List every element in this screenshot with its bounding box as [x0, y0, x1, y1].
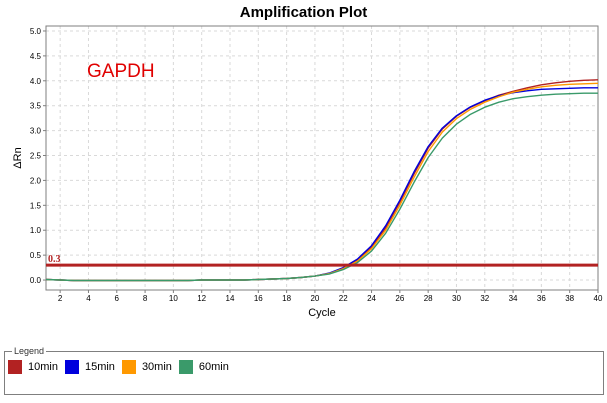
y-tick-label: 3.5 [30, 102, 42, 111]
x-tick-label: 10 [169, 294, 178, 303]
x-tick-label: 36 [537, 294, 546, 303]
y-tick-label: 4.5 [30, 52, 42, 61]
threshold-label: 0.3 [48, 254, 61, 265]
y-tick-label: 5.0 [30, 27, 42, 36]
x-tick-labels: 2 4 6 8 10 12 14 16 18 20 22 24 26 28 30 32 34 36 38 40 [58, 290, 603, 303]
legend-item-30min[interactable]: 30min [121, 360, 172, 374]
legend-label: 10min [28, 361, 58, 373]
x-tick-label: 6 [115, 294, 120, 303]
y-axis-label: ΔRn [12, 147, 24, 168]
y-tick-labels: 0.0 0.5 1.0 1.5 2.0 2.5 3.0 3.5 4.0 4.5 5.0 [30, 27, 46, 285]
plot-frame [45, 25, 599, 291]
x-tick-label: 16 [254, 294, 263, 303]
amplification-plot: 0.00.51.01.52.02.53.03.54.04.55.0 2 4 6 8 10… [12, 25, 603, 319]
legend-items: 10min 15min 30min 60min [8, 360, 236, 374]
grid-lines [46, 26, 599, 290]
legend-label: 15min [84, 361, 115, 373]
x-tick-label: 32 [480, 294, 489, 303]
x-tick-label: 4 [86, 294, 91, 303]
legend-label: 30min [141, 361, 172, 373]
x-tick-label: 38 [565, 294, 574, 303]
series-line-15min [45, 87, 598, 282]
legend-item-10min[interactable]: 10min [8, 360, 58, 374]
legend-item-60min[interactable]: 60min [178, 360, 229, 374]
y-tick-label: 0.0 [30, 276, 42, 285]
x-tick-label: 14 [226, 294, 235, 303]
y-tick-label: 0.5 [30, 251, 42, 260]
y-tick-label: 4.0 [30, 77, 42, 86]
x-tick-label: 26 [395, 294, 404, 303]
x-tick-label: 40 [594, 294, 603, 303]
x-tick-label: 20 [310, 294, 319, 303]
x-tick-label: 8 [143, 294, 148, 303]
x-tick-label: 12 [197, 294, 206, 303]
y-tick-label: 2.5 [30, 152, 42, 161]
legend-swatch [121, 360, 136, 374]
y-tick-label: 1.0 [30, 226, 42, 235]
series-line-30min [45, 82, 599, 282]
legend-item-15min[interactable]: 15min [64, 360, 115, 374]
legend-swatch [8, 360, 22, 374]
x-tick-label: 2 [58, 294, 63, 303]
x-tick-label: 18 [282, 294, 291, 303]
y-tick-label: 3.0 [30, 127, 42, 136]
y-tick-label: 2.0 [30, 176, 42, 185]
legend-swatch [64, 360, 79, 374]
legend-title: Legend [12, 345, 47, 357]
x-tick-label: 22 [339, 294, 348, 303]
x-tick-label: 30 [452, 294, 461, 303]
x-tick-label: 28 [424, 294, 433, 303]
legend-label: 60min [198, 361, 229, 373]
x-axis-label: Cycle [308, 307, 336, 319]
x-tick-label: 24 [367, 294, 376, 303]
legend: Legend 10min 15min 30min 60min [4, 345, 604, 395]
y-tick-label: 1.5 [30, 201, 42, 210]
chart-title: Amplification Plot [239, 4, 368, 21]
legend-swatch [178, 360, 193, 374]
threshold-group: 0.3 [46, 254, 598, 267]
series-line-60min [45, 92, 598, 282]
gene-annotation: GAPDH [87, 61, 155, 82]
series-lines [45, 79, 599, 282]
x-tick-label: 34 [509, 294, 518, 303]
